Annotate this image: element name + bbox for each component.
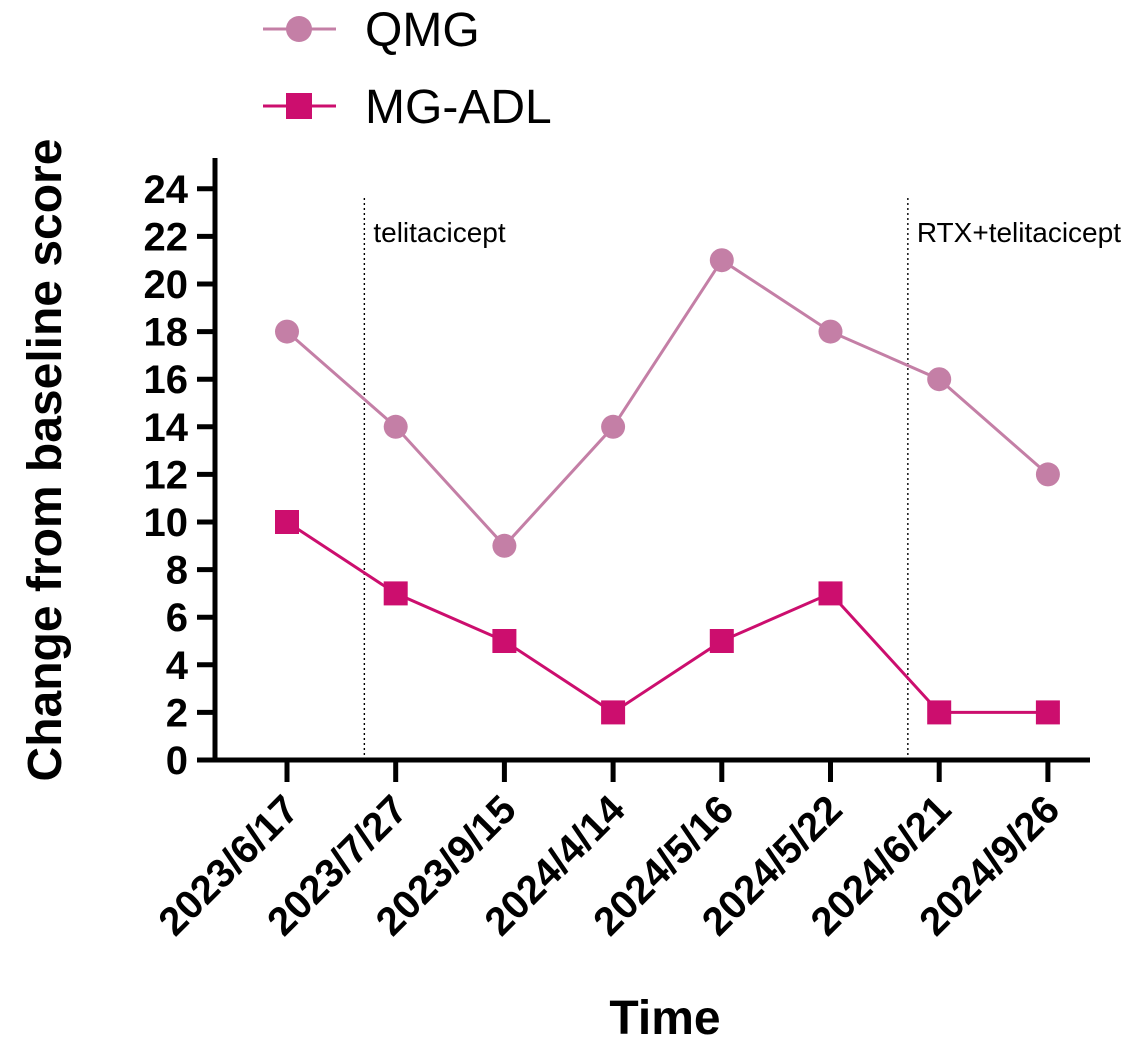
point-qmg-3: [601, 414, 626, 439]
point-qmg-5: [818, 319, 843, 344]
annotation-label-0: telitacicept: [373, 217, 506, 248]
point-mg-adl-4: [709, 629, 734, 653]
point-mg-adl-6: [927, 700, 952, 725]
legend-entry-qmg: QMG: [263, 4, 480, 57]
y-tick-label-10: 10: [144, 501, 189, 545]
y-tick-label-20: 20: [144, 263, 189, 307]
series-qmg: [275, 248, 1060, 558]
series-line-mg-adl: [286, 520, 1048, 715]
point-mg-adl-0: [275, 510, 299, 534]
point-qmg-1: [383, 414, 408, 439]
point-mg-adl-3: [601, 700, 626, 725]
legend-marker-qmg: [286, 16, 312, 42]
point-mg-adl-7: [1035, 700, 1060, 725]
y-tick-label-22: 22: [144, 215, 189, 259]
legend: QMG MG-ADL: [263, 4, 552, 134]
treatment-divider-lines: telitacicept RTX+telitacicept: [363, 198, 1121, 760]
annotation-label-1: RTX+telitacicept: [917, 217, 1121, 248]
legend-marker-mg-adl: [286, 93, 312, 119]
series-line-qmg: [286, 258, 1049, 549]
x-axis-title: Time: [609, 992, 720, 1042]
y-tick-label-6: 6: [166, 596, 188, 640]
point-qmg-2: [492, 533, 517, 558]
legend-label-mg-adl: MG-ADL: [365, 81, 552, 134]
y-tick-label-0: 0: [166, 739, 188, 783]
legend-label-qmg: QMG: [365, 4, 480, 57]
point-qmg-6: [927, 367, 952, 392]
axis-labels: Time Change from baseline score: [19, 139, 721, 1042]
point-mg-adl-1: [383, 581, 408, 606]
legend-entry-mg-adl: MG-ADL: [263, 81, 552, 134]
axes: 0246810121416182022242023/6/172023/7/272…: [144, 158, 1090, 944]
y-tick-label-24: 24: [144, 168, 189, 212]
point-mg-adl-2: [492, 629, 517, 653]
point-mg-adl-5: [818, 581, 843, 606]
y-tick-label-2: 2: [166, 691, 188, 735]
point-qmg-0: [275, 319, 299, 344]
series-layer: [275, 248, 1060, 725]
point-qmg-7: [1035, 462, 1060, 487]
point-qmg-4: [709, 248, 734, 273]
y-tick-label-8: 8: [166, 549, 188, 593]
y-axis-title: Change from baseline score: [19, 139, 72, 782]
y-tick-label-12: 12: [144, 453, 189, 497]
y-tick-label-14: 14: [144, 406, 189, 450]
y-tick-label-18: 18: [144, 311, 189, 355]
y-tick-label-4: 4: [166, 644, 189, 688]
y-tick-label-16: 16: [144, 358, 189, 402]
series-mg-adl: [275, 510, 1060, 725]
